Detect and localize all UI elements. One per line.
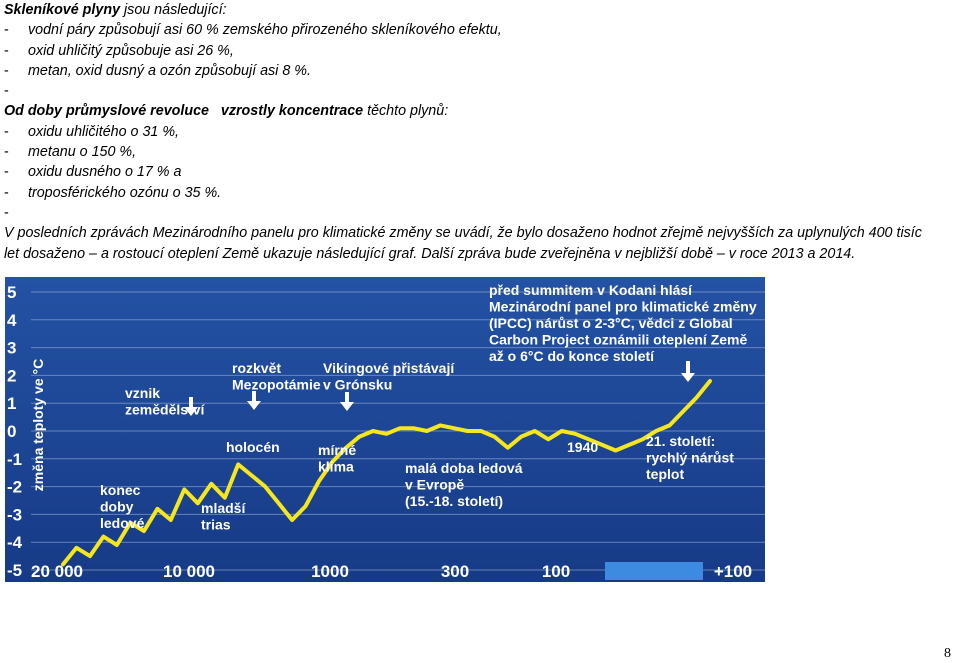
x-tick-label: 300 [441,562,469,581]
x-tick-label: 20 000 [31,562,83,581]
annotation-vikingove: v Grónsku [323,377,392,393]
ipcc-note: před summitem v Kodani hlásí [489,282,693,298]
list-item: - troposférického ozónu o 35 %. [4,184,222,201]
y-tick-labels: 5 4 3 2 1 0 -1 -2 -3 -4 -5 [7,283,23,580]
list-item: - oxidu uhličitého o 31 %, [4,123,180,140]
chart-background [5,277,765,582]
ipcc-note: Carbon Project oznámili oteplení Země [489,332,747,348]
y-tick-label: -5 [7,561,22,580]
y-tick-label: 4 [7,311,17,330]
annotation-rozkvet: Mezopotámie [232,377,321,393]
list-item: - vodní páry způsobují asi 60 % zemského … [4,22,502,39]
annotation-holocen: holocén [226,439,280,455]
annotation-mladsi: trias [201,517,231,533]
annotation-mirne: klima [318,459,354,475]
annotation-1940: 1940 [567,439,598,455]
annotation-21-stoleti: 21. století: [646,433,715,449]
y-tick-label: -3 [7,505,22,524]
x-tick-label: 1000 [311,562,349,581]
para2-line: Od doby průmyslové revoluce vzrostly kon… [4,103,449,120]
heading-title: Skleníkové plyny [4,2,121,18]
annotation-mala: v Evropě [405,477,464,493]
list-item: - metan, oxid dusný a ozón způsobují asi … [4,62,311,79]
annotation-mladsi: mladší [201,500,246,516]
list-item: - oxid uhličitý způsobuje asi 26 %, [4,42,234,59]
empty-dash-line: - [4,83,9,100]
y-tick-label: 5 [7,283,16,302]
para2-bold: Od doby průmyslové revoluce vzrostly kon… [4,103,364,120]
para3-line1: V posledních zprávách Mezinárodního pane… [4,225,922,242]
arrow-summit [681,361,695,382]
temperature-curve [61,379,712,567]
annotation-mala: malá doba ledová [405,460,523,476]
y-tick-label: 0 [7,422,16,441]
document-text: Skleníkové plyny jsou následující: - vodn… [4,0,956,264]
y-tick-label: -2 [7,478,22,497]
annotation-konec: doby [100,499,134,515]
annotation-21-stoleti: teplot [646,466,684,482]
empty-dash-line: - [4,204,9,221]
annotation-21-stoleti: rychlý nárůst [646,450,734,466]
annotation-konec: konec [100,482,141,498]
ipcc-note: až o 6°C do konce století [489,348,655,364]
annotation-vznik: zemědělství [125,402,205,418]
page-number: 8 [944,646,951,661]
x-tick-label: 10 000 [163,562,215,581]
list-item: - metanu o 150 %, [4,144,137,161]
current-highlight [605,562,703,580]
list-item: - oxidu dusného o 17 % a [4,164,182,181]
annotation-vikingove: Vikingové přistávají [323,360,455,376]
y-tick-label: -4 [7,533,23,552]
x-tick-label: 100 [542,562,570,581]
y-tick-label: 2 [7,366,16,385]
annotation-mala: (15.-18. století) [405,493,503,509]
annotation-mirne: mírné [318,442,356,458]
para3-line2: let dosaženo – a rostoucí oteplení Země … [4,245,856,262]
x-tick-label: +100 [714,562,752,581]
heading-rest: jsou následující: [120,2,227,18]
heading-line: Skleníkové plyny jsou následující: [4,0,956,20]
arrow-mezopotamie [247,391,261,410]
y-axis-label: změna teploty ve °C [30,359,46,491]
annotation-vznik: vznik [125,385,160,401]
chart-arrows [184,361,695,416]
arrow-zemedelstvi [184,397,198,416]
annotation-konec: ledové [100,515,145,531]
y-tick-label: 1 [7,394,16,413]
ipcc-note: (IPCC) nárůst o 2-3°C, vědci z Global [489,315,733,331]
arrow-vikingove [340,392,354,411]
annotation-rozkvet: rozkvět [232,360,281,376]
y-tick-label: 3 [7,339,16,358]
ipcc-note: Mezinárodní panel pro klimatické změny [489,299,757,315]
y-tick-label: -1 [7,450,22,469]
chart-annotations: před summitem v Kodani hlásíMezinárodní … [100,282,757,533]
